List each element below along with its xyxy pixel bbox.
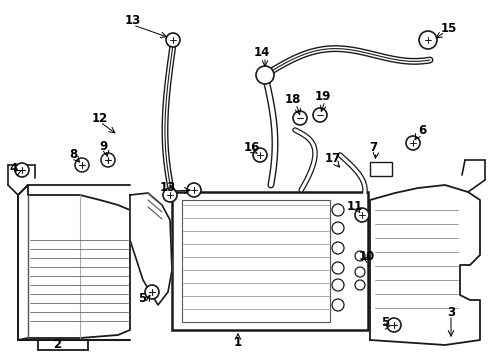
Text: 9: 9 (99, 140, 107, 153)
Circle shape (145, 285, 159, 299)
Text: 2: 2 (53, 338, 61, 351)
Text: 13: 13 (160, 180, 176, 194)
Circle shape (418, 31, 436, 49)
Text: 16: 16 (244, 140, 260, 153)
Text: 1: 1 (233, 336, 242, 348)
Text: 12: 12 (92, 112, 108, 125)
Text: 7: 7 (368, 140, 376, 153)
Text: 10: 10 (358, 251, 374, 264)
Circle shape (75, 158, 89, 172)
Circle shape (312, 108, 326, 122)
Text: 18: 18 (284, 93, 301, 105)
Bar (172, 192, 367, 330)
Text: 4: 4 (10, 162, 18, 175)
Circle shape (15, 163, 29, 177)
Circle shape (331, 279, 343, 291)
Circle shape (163, 188, 177, 202)
Circle shape (101, 153, 115, 167)
Text: 15: 15 (440, 22, 456, 35)
Circle shape (331, 242, 343, 254)
Bar (369, 162, 391, 176)
Text: 5: 5 (138, 292, 146, 306)
Circle shape (331, 204, 343, 216)
Text: 3: 3 (446, 306, 454, 319)
Circle shape (165, 33, 180, 47)
Circle shape (354, 251, 364, 261)
Circle shape (256, 66, 273, 84)
Circle shape (354, 280, 364, 290)
Circle shape (354, 208, 368, 222)
Text: 19: 19 (314, 90, 330, 103)
Circle shape (331, 299, 343, 311)
Text: 8: 8 (69, 148, 77, 161)
Circle shape (292, 111, 306, 125)
Circle shape (252, 148, 266, 162)
Polygon shape (130, 193, 172, 305)
Circle shape (186, 183, 201, 197)
Circle shape (354, 267, 364, 277)
Circle shape (405, 136, 419, 150)
Text: 5: 5 (380, 315, 388, 328)
Text: 14: 14 (253, 45, 270, 59)
Text: 11: 11 (346, 199, 363, 212)
Text: 17: 17 (324, 152, 341, 165)
Text: 13: 13 (124, 14, 141, 27)
Polygon shape (369, 185, 479, 345)
Polygon shape (18, 185, 130, 340)
Bar (182, 200, 329, 322)
Circle shape (331, 222, 343, 234)
Circle shape (331, 262, 343, 274)
Circle shape (386, 318, 400, 332)
Text: 6: 6 (417, 123, 425, 136)
